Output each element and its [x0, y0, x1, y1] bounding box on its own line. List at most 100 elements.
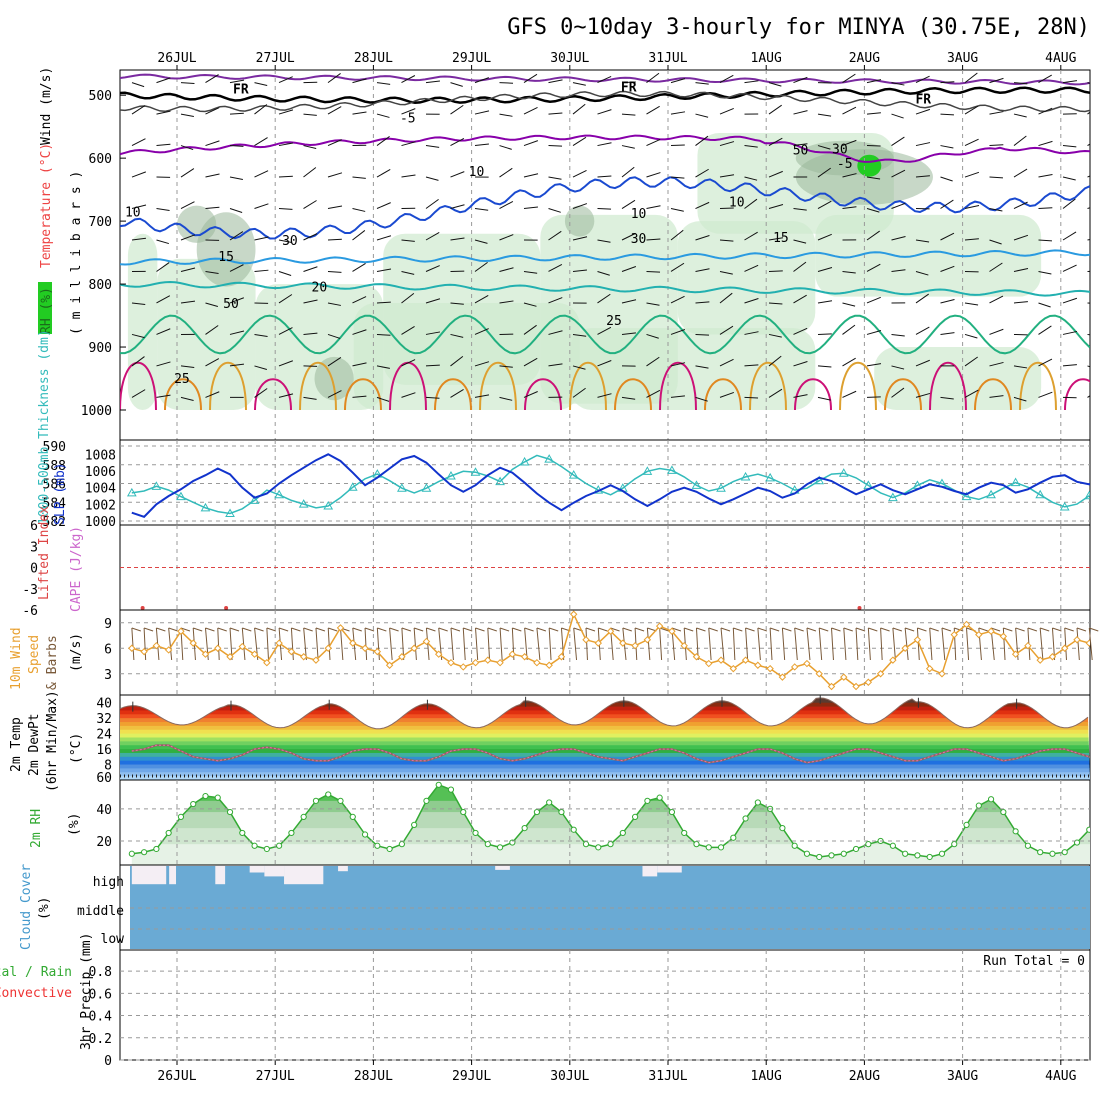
upper-barb	[523, 302, 537, 307]
upper-barb	[352, 111, 367, 115]
upper-barb	[376, 169, 391, 178]
upper-barb	[278, 393, 294, 398]
surface-barb-flag	[377, 627, 387, 632]
rh-point	[276, 842, 283, 849]
upper-barb	[572, 269, 587, 272]
upper-barb	[768, 333, 782, 338]
upper-barb	[474, 77, 490, 84]
upper-barb	[156, 394, 171, 398]
upper-barb	[793, 208, 807, 211]
surface-barb	[867, 627, 871, 661]
top-date-label: 1AUG	[751, 51, 782, 66]
contour-label: 15	[773, 231, 789, 246]
thickness-point	[986, 489, 996, 499]
upper-barb	[229, 79, 245, 84]
high-cloud-gap	[169, 866, 177, 885]
upper-barb	[376, 396, 390, 402]
upper-barb	[352, 296, 367, 304]
surface-barb	[1076, 627, 1080, 661]
contour-label: 20	[312, 281, 328, 296]
upper-barb	[303, 113, 317, 116]
rh-point	[742, 815, 749, 822]
rh-shade	[815, 214, 1042, 297]
upper-barb	[744, 145, 758, 148]
rh-point	[533, 808, 541, 816]
upper-barb	[964, 72, 978, 83]
surface-barb	[290, 627, 294, 661]
wind-speed-point	[250, 650, 259, 658]
thickness-point	[176, 491, 186, 501]
upper-barb	[940, 298, 955, 304]
upper-barb	[278, 76, 293, 84]
ylabel-2m-temp: 2m Temp	[9, 717, 24, 772]
wind-speed-point	[790, 663, 799, 671]
upper-barb	[474, 208, 489, 211]
upper-barb	[548, 112, 563, 115]
upper-barb	[425, 331, 441, 335]
wind-speed-point	[582, 636, 590, 644]
surface-barb-flag	[917, 627, 927, 632]
surface-barb-flag	[512, 627, 522, 632]
rh-point	[202, 792, 209, 800]
wind-speed-point	[803, 659, 811, 668]
temperature-fill	[120, 697, 1090, 780]
surface-barb	[1039, 627, 1044, 661]
surface-barb	[499, 627, 503, 661]
surface-barb-flag	[831, 627, 841, 632]
upper-barb	[744, 298, 759, 304]
surface-barb-flag	[904, 627, 915, 632]
upper-barb	[327, 106, 342, 115]
thickness-tick-label: 582	[43, 515, 66, 530]
rh-point	[632, 813, 639, 820]
upper-barb	[376, 301, 391, 304]
upper-barb	[303, 145, 317, 149]
surface-barb	[929, 627, 933, 661]
wind-speed-point	[214, 644, 222, 652]
upper-barb	[474, 294, 489, 304]
upper-barb	[915, 239, 930, 243]
top-date-label: 29JUL	[452, 51, 491, 66]
surface-barb	[585, 627, 588, 661]
upper-barb	[695, 396, 708, 402]
upper-barb	[891, 269, 906, 272]
surface-barb-flag	[745, 627, 755, 632]
temperature-band	[120, 702, 1090, 708]
surface-barb-flag	[1003, 627, 1013, 632]
wind-speed-point	[557, 653, 566, 661]
thickness-point	[838, 468, 849, 477]
temp-tick-label: 8	[104, 759, 112, 774]
upper-barb	[131, 389, 146, 398]
upper-barb	[303, 200, 317, 209]
thickness-point	[225, 508, 235, 517]
upper-barb	[1062, 145, 1077, 148]
rh-point	[165, 829, 172, 837]
upper-barb	[131, 356, 145, 367]
surface-barb	[745, 627, 749, 661]
rh-point	[668, 808, 676, 816]
upper-barb	[964, 105, 979, 115]
lifted-tick-label: 0	[30, 562, 38, 577]
upper-barb	[646, 238, 661, 241]
rh-shade-dark	[564, 205, 595, 237]
rh-point	[730, 834, 737, 841]
upper-barb	[205, 173, 220, 178]
upper-barb	[646, 270, 661, 273]
thickness-slp-series	[126, 453, 1090, 518]
top-date-label: 3AUG	[947, 51, 978, 66]
upper-barb	[891, 113, 904, 119]
upper-barb	[499, 365, 513, 368]
upper-barb	[621, 266, 637, 272]
upper-barb	[793, 294, 807, 304]
upper-barb	[597, 393, 612, 398]
rh-point	[423, 797, 430, 804]
surface-barb-flag	[475, 627, 485, 632]
upper-barb	[1038, 239, 1052, 242]
upper-barb	[254, 203, 269, 209]
ylabel-barbs: & Barbs	[45, 635, 60, 690]
upper-barb	[1013, 135, 1027, 146]
pressure-tick-label: 900	[89, 341, 112, 356]
surface-barb	[389, 627, 393, 661]
surface-barb-flag	[217, 627, 227, 632]
upper-barb	[499, 267, 514, 272]
slp-tick-label: 1006	[85, 465, 116, 480]
